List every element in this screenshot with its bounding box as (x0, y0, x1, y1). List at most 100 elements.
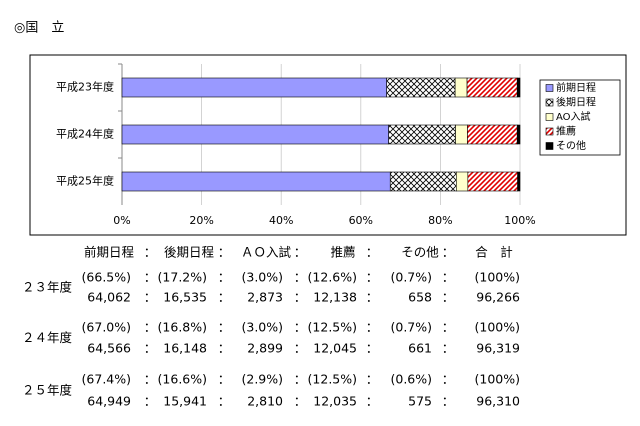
separator: ： (442, 320, 455, 335)
separator: ： (366, 245, 379, 260)
separator: ： (218, 290, 231, 305)
column-header: 合 計 (475, 245, 513, 260)
cell: 12,045 (313, 341, 357, 356)
cell: (0.7%) (390, 320, 432, 335)
cell: 96,319 (476, 341, 520, 356)
category-label: 平成25年度 (56, 174, 114, 188)
bar-segment (121, 171, 391, 192)
bar-segment (121, 124, 389, 145)
separator: ： (366, 290, 379, 305)
legend-label: その他 (556, 139, 586, 152)
separator: ： (442, 341, 455, 356)
cell: (0.6%) (390, 372, 432, 387)
separator: ： (294, 245, 307, 260)
bar-segment (516, 77, 521, 98)
bar-segment (121, 77, 387, 98)
x-tick-label: 60% (349, 214, 373, 227)
cell: (3.0%) (241, 270, 283, 285)
bar-segment (466, 77, 518, 98)
separator: ： (294, 341, 307, 356)
heading: ◎国 立 (14, 21, 64, 36)
category-label: 平成23年度 (56, 80, 114, 94)
x-tick-label: 20% (189, 214, 213, 227)
legend-swatch (545, 98, 554, 107)
cell: 658 (408, 290, 432, 305)
cell: (0.7%) (390, 270, 432, 285)
legend-box (539, 79, 621, 156)
separator: ： (442, 290, 455, 305)
separator: ： (218, 372, 231, 387)
cell: (12.5%) (308, 372, 357, 387)
cell: 96,266 (476, 290, 520, 305)
legend-label: 後期日程 (556, 96, 596, 109)
separator: ： (144, 245, 157, 260)
cell: (2.9%) (241, 372, 283, 387)
separator: ： (144, 341, 157, 356)
cell: 2,899 (247, 341, 283, 356)
bar-segment (389, 171, 457, 192)
separator: ： (366, 320, 379, 335)
cell: (67.0%) (82, 320, 131, 335)
separator: ： (294, 394, 307, 409)
cell: 575 (408, 394, 432, 409)
cell: (16.6%) (158, 372, 207, 387)
separator: ： (442, 372, 455, 387)
column-header: 後期日程 (164, 245, 215, 260)
separator: ： (366, 394, 379, 409)
separator: ： (294, 270, 307, 285)
cell: 64,566 (87, 341, 131, 356)
separator: ： (144, 290, 157, 305)
separator: ： (218, 245, 231, 260)
cell: 64,062 (87, 290, 131, 305)
separator: ： (366, 270, 379, 285)
cell: 64,949 (87, 394, 131, 409)
cell: (12.6%) (308, 270, 357, 285)
cell: 2,873 (247, 290, 283, 305)
column-header: ＡＯ入試 (241, 245, 292, 260)
row-label: ２５年度 (22, 383, 73, 398)
bar-segment (388, 124, 456, 145)
legend-swatch (545, 142, 554, 150)
cell: 12,138 (313, 290, 357, 305)
separator: ： (218, 270, 231, 285)
legend-swatch (545, 113, 554, 121)
bar-segment (516, 124, 521, 145)
legend-swatch (545, 84, 554, 92)
separator: ： (366, 372, 379, 387)
cell: 12,035 (313, 394, 357, 409)
x-tick-label: 80% (428, 214, 452, 227)
cell: 16,148 (163, 341, 207, 356)
bar-segment (467, 124, 518, 145)
cell: (16.8%) (158, 320, 207, 335)
bar-segment (455, 124, 468, 145)
chart-frame (29, 54, 627, 236)
column-header: 推薦 (330, 245, 355, 260)
legend-swatch (545, 127, 554, 136)
cell: 661 (408, 341, 432, 356)
bar-segment (454, 77, 468, 98)
separator: ： (144, 394, 157, 409)
cell: (67.4%) (82, 372, 131, 387)
separator: ： (366, 341, 379, 356)
legend-label: 推薦 (556, 125, 576, 138)
separator: ： (294, 290, 307, 305)
cell: 15,941 (163, 394, 207, 409)
separator: ： (294, 372, 307, 387)
cell: 2,810 (247, 394, 283, 409)
x-tick-label: 0% (113, 214, 130, 227)
separator: ： (218, 394, 231, 409)
cell: (12.5%) (308, 320, 357, 335)
separator: ： (442, 245, 455, 260)
bar-segment (456, 171, 469, 192)
cell: (100%) (475, 372, 521, 387)
cell: (3.0%) (241, 320, 283, 335)
column-header: 前期日程 (84, 245, 135, 260)
separator: ： (294, 320, 307, 335)
cell: (100%) (475, 270, 521, 285)
x-tick-label: 100% (504, 214, 535, 227)
column-header: その他 (401, 245, 439, 260)
x-tick-label: 40% (269, 214, 293, 227)
legend-label: AO入試 (556, 110, 591, 123)
